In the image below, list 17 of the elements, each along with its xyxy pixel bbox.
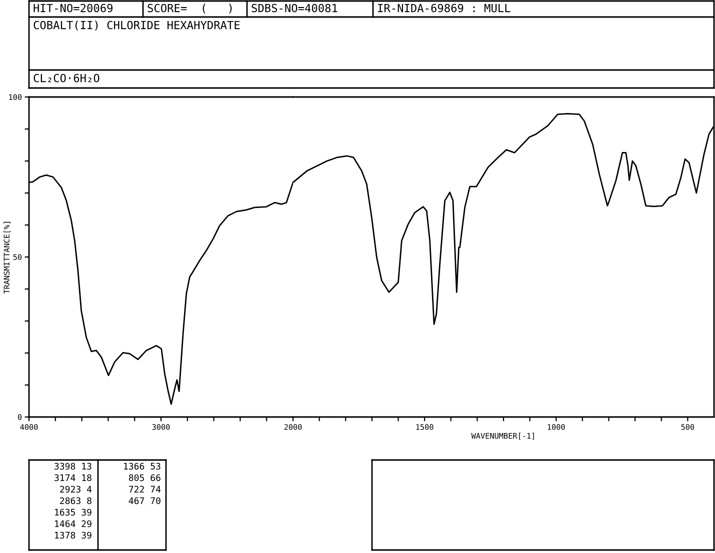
text: 467 70: [128, 497, 160, 504]
text: 2863 8: [60, 497, 92, 504]
text: 1378 39: [55, 532, 92, 539]
text: SCORE= ( ): [148, 4, 232, 14]
text: 805 66: [128, 474, 160, 482]
text: 2923 4: [60, 486, 92, 493]
text: 1464 29: [55, 520, 92, 528]
text: 722 74: [129, 486, 161, 493]
text: 1366 53: [124, 462, 160, 470]
text: 3174 18: [54, 474, 92, 482]
chart-title: COBALT(II) CHLORIDE HEXAHYDRATE: [34, 20, 240, 31]
text: SDBS-NO=40081: [252, 4, 338, 12]
chart-subtitle: CL₂CO·6H₂O: [34, 74, 100, 82]
text: 1635 39: [55, 508, 92, 516]
text: IR-NIDA-69869 : MULL: [378, 4, 510, 12]
text: 3398 13: [54, 462, 92, 470]
text: HIT-NO=20069: [34, 4, 113, 12]
